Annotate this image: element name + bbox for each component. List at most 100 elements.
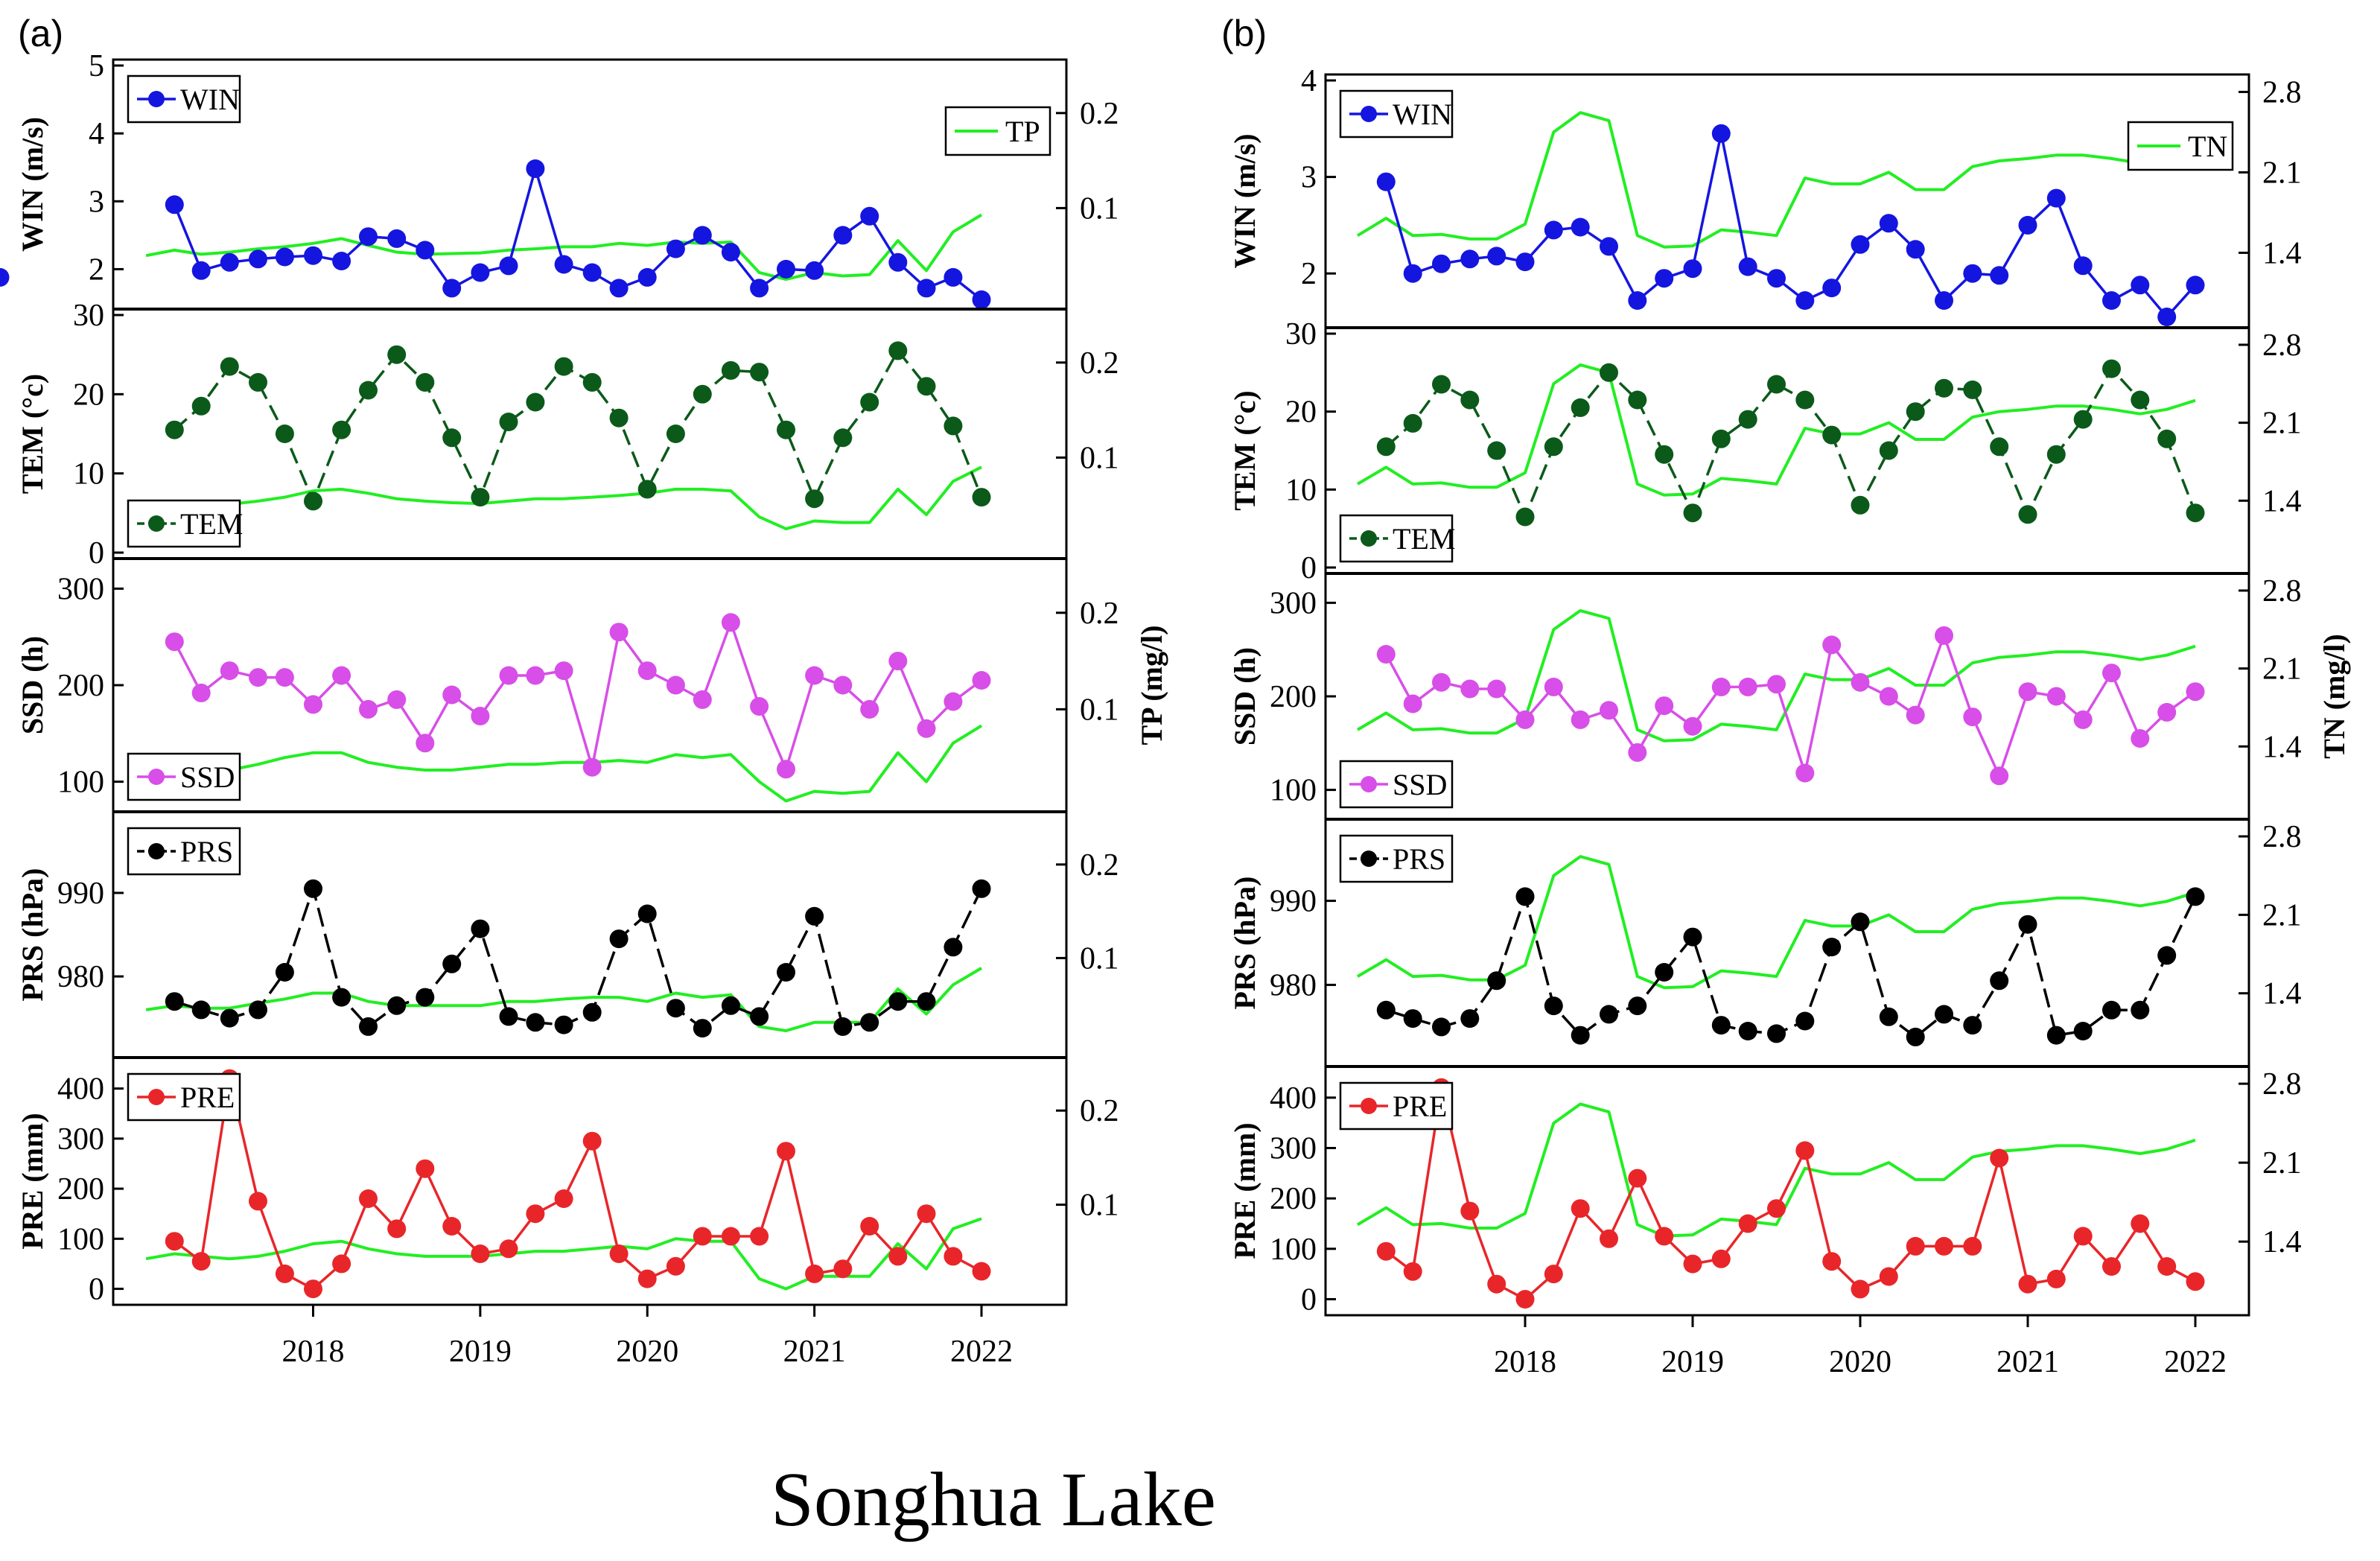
win-point — [860, 206, 879, 226]
win-point — [1600, 237, 1618, 256]
legend-label: SSD — [180, 760, 235, 794]
x-tick-label: 2018 — [1494, 1345, 1556, 1379]
y-axis-label: TEM (°c) — [1228, 390, 1261, 511]
pre-point — [582, 1131, 602, 1151]
legend-box — [127, 499, 241, 548]
y-tick-label: 20 — [73, 378, 104, 412]
win-point — [1795, 291, 1815, 310]
y-axis-label: PRS (hPa) — [16, 868, 49, 1002]
win-point — [609, 279, 629, 298]
y-tick-label: 4 — [1301, 64, 1317, 98]
tem-point — [888, 341, 908, 360]
tem-point — [1460, 390, 1480, 410]
ssd-point — [666, 675, 685, 695]
pre-point — [1767, 1199, 1786, 1218]
prs-point — [1515, 887, 1535, 906]
y-tick-label: 5 — [89, 49, 104, 83]
pre-point — [1376, 1242, 1396, 1261]
prs-point — [721, 996, 740, 1015]
tem-series-line — [1385, 366, 2197, 521]
ssd-point — [191, 683, 211, 702]
win-point — [2131, 276, 2150, 295]
win-point — [972, 290, 991, 309]
ssd-point — [1990, 766, 2009, 786]
ssd-point — [1738, 677, 1757, 696]
ssd-point — [1795, 763, 1815, 783]
win-point — [1571, 217, 1590, 237]
win-point — [1906, 240, 1925, 259]
win-point — [1990, 266, 2009, 285]
right-y-tick-label: 0.2 — [1080, 1094, 1119, 1128]
tem-point — [387, 345, 407, 364]
pre-point — [1963, 1236, 1982, 1256]
tem-point — [2102, 359, 2121, 378]
pre-point — [554, 1189, 573, 1208]
y-axis-label: PRE (mm) — [16, 1113, 49, 1249]
legend-marker — [1361, 106, 1377, 122]
tem-point — [1795, 390, 1815, 410]
ssd-point — [1628, 743, 1647, 762]
prs-point — [554, 1015, 573, 1034]
tn-line — [1356, 1102, 2196, 1238]
tem-point — [693, 384, 712, 404]
prs-point — [191, 1000, 211, 1020]
right-y-tick-label: 1.4 — [2262, 1225, 2302, 1259]
y-tick-label: 100 — [57, 1222, 104, 1256]
tem-point — [972, 488, 991, 507]
win-point — [1822, 279, 1842, 298]
win-point — [1738, 257, 1757, 276]
y-tick-label: 990 — [57, 877, 104, 911]
ssd-point — [582, 757, 602, 777]
tem-point — [860, 392, 879, 412]
tem-point — [833, 428, 853, 448]
prs-point — [972, 879, 991, 898]
y-tick-label: 200 — [1270, 1182, 1317, 1216]
win-point — [416, 241, 435, 260]
tem-point — [582, 372, 602, 392]
win-point — [833, 226, 853, 245]
y-tick-label: 3 — [1301, 161, 1317, 195]
pre-point — [1655, 1227, 1674, 1246]
right-y-tick-label: 0.1 — [1080, 941, 1119, 976]
ssd-point — [2102, 664, 2121, 683]
win-point — [888, 252, 908, 272]
win-point — [0, 267, 10, 287]
tp-line — [145, 1217, 982, 1291]
y-tick-label: 300 — [57, 1122, 104, 1157]
pre-point — [721, 1227, 740, 1246]
pre-point — [860, 1217, 879, 1236]
prs-point — [1711, 1016, 1731, 1035]
ssd-point — [165, 632, 184, 652]
win-point — [304, 246, 322, 265]
ssd-point — [1544, 677, 1563, 696]
prs-point — [359, 1017, 378, 1036]
ssd-point — [2131, 729, 2150, 748]
win-series-line — [173, 164, 983, 301]
pre-point — [2131, 1214, 2150, 1233]
ssd-point — [526, 666, 545, 685]
right-y-tick-label: 2.1 — [2262, 652, 2302, 687]
tem-point — [2018, 505, 2037, 524]
legend-marker — [148, 91, 165, 107]
win-point — [554, 255, 573, 274]
legend-box — [1339, 89, 1454, 139]
x-tick-label: 2021 — [783, 1335, 846, 1369]
pre-point — [1460, 1201, 1480, 1221]
pre-point — [249, 1192, 267, 1211]
right-y-tick-label: 2.1 — [2262, 1146, 2302, 1180]
right-y-tick-label: 0.2 — [1080, 848, 1119, 883]
y-axis-label: WIN (m/s) — [16, 117, 49, 252]
win-series-line — [1384, 133, 2197, 319]
ssd-point — [359, 699, 378, 719]
prs-point — [471, 919, 490, 938]
legend-label: PRS — [180, 835, 233, 868]
panel-label: (b) — [1221, 13, 1267, 54]
pre-point — [693, 1227, 712, 1246]
y-tick-label: 100 — [1270, 1233, 1317, 1267]
subplot-tem: 0 10 20 30 1.4 2.1 2.8 TEM (°c) TEM — [1228, 317, 2302, 585]
prs-point — [1655, 963, 1674, 982]
y-tick-label: 30 — [1285, 317, 1317, 352]
win-point — [1515, 252, 1535, 272]
pre-point — [1795, 1141, 1815, 1160]
